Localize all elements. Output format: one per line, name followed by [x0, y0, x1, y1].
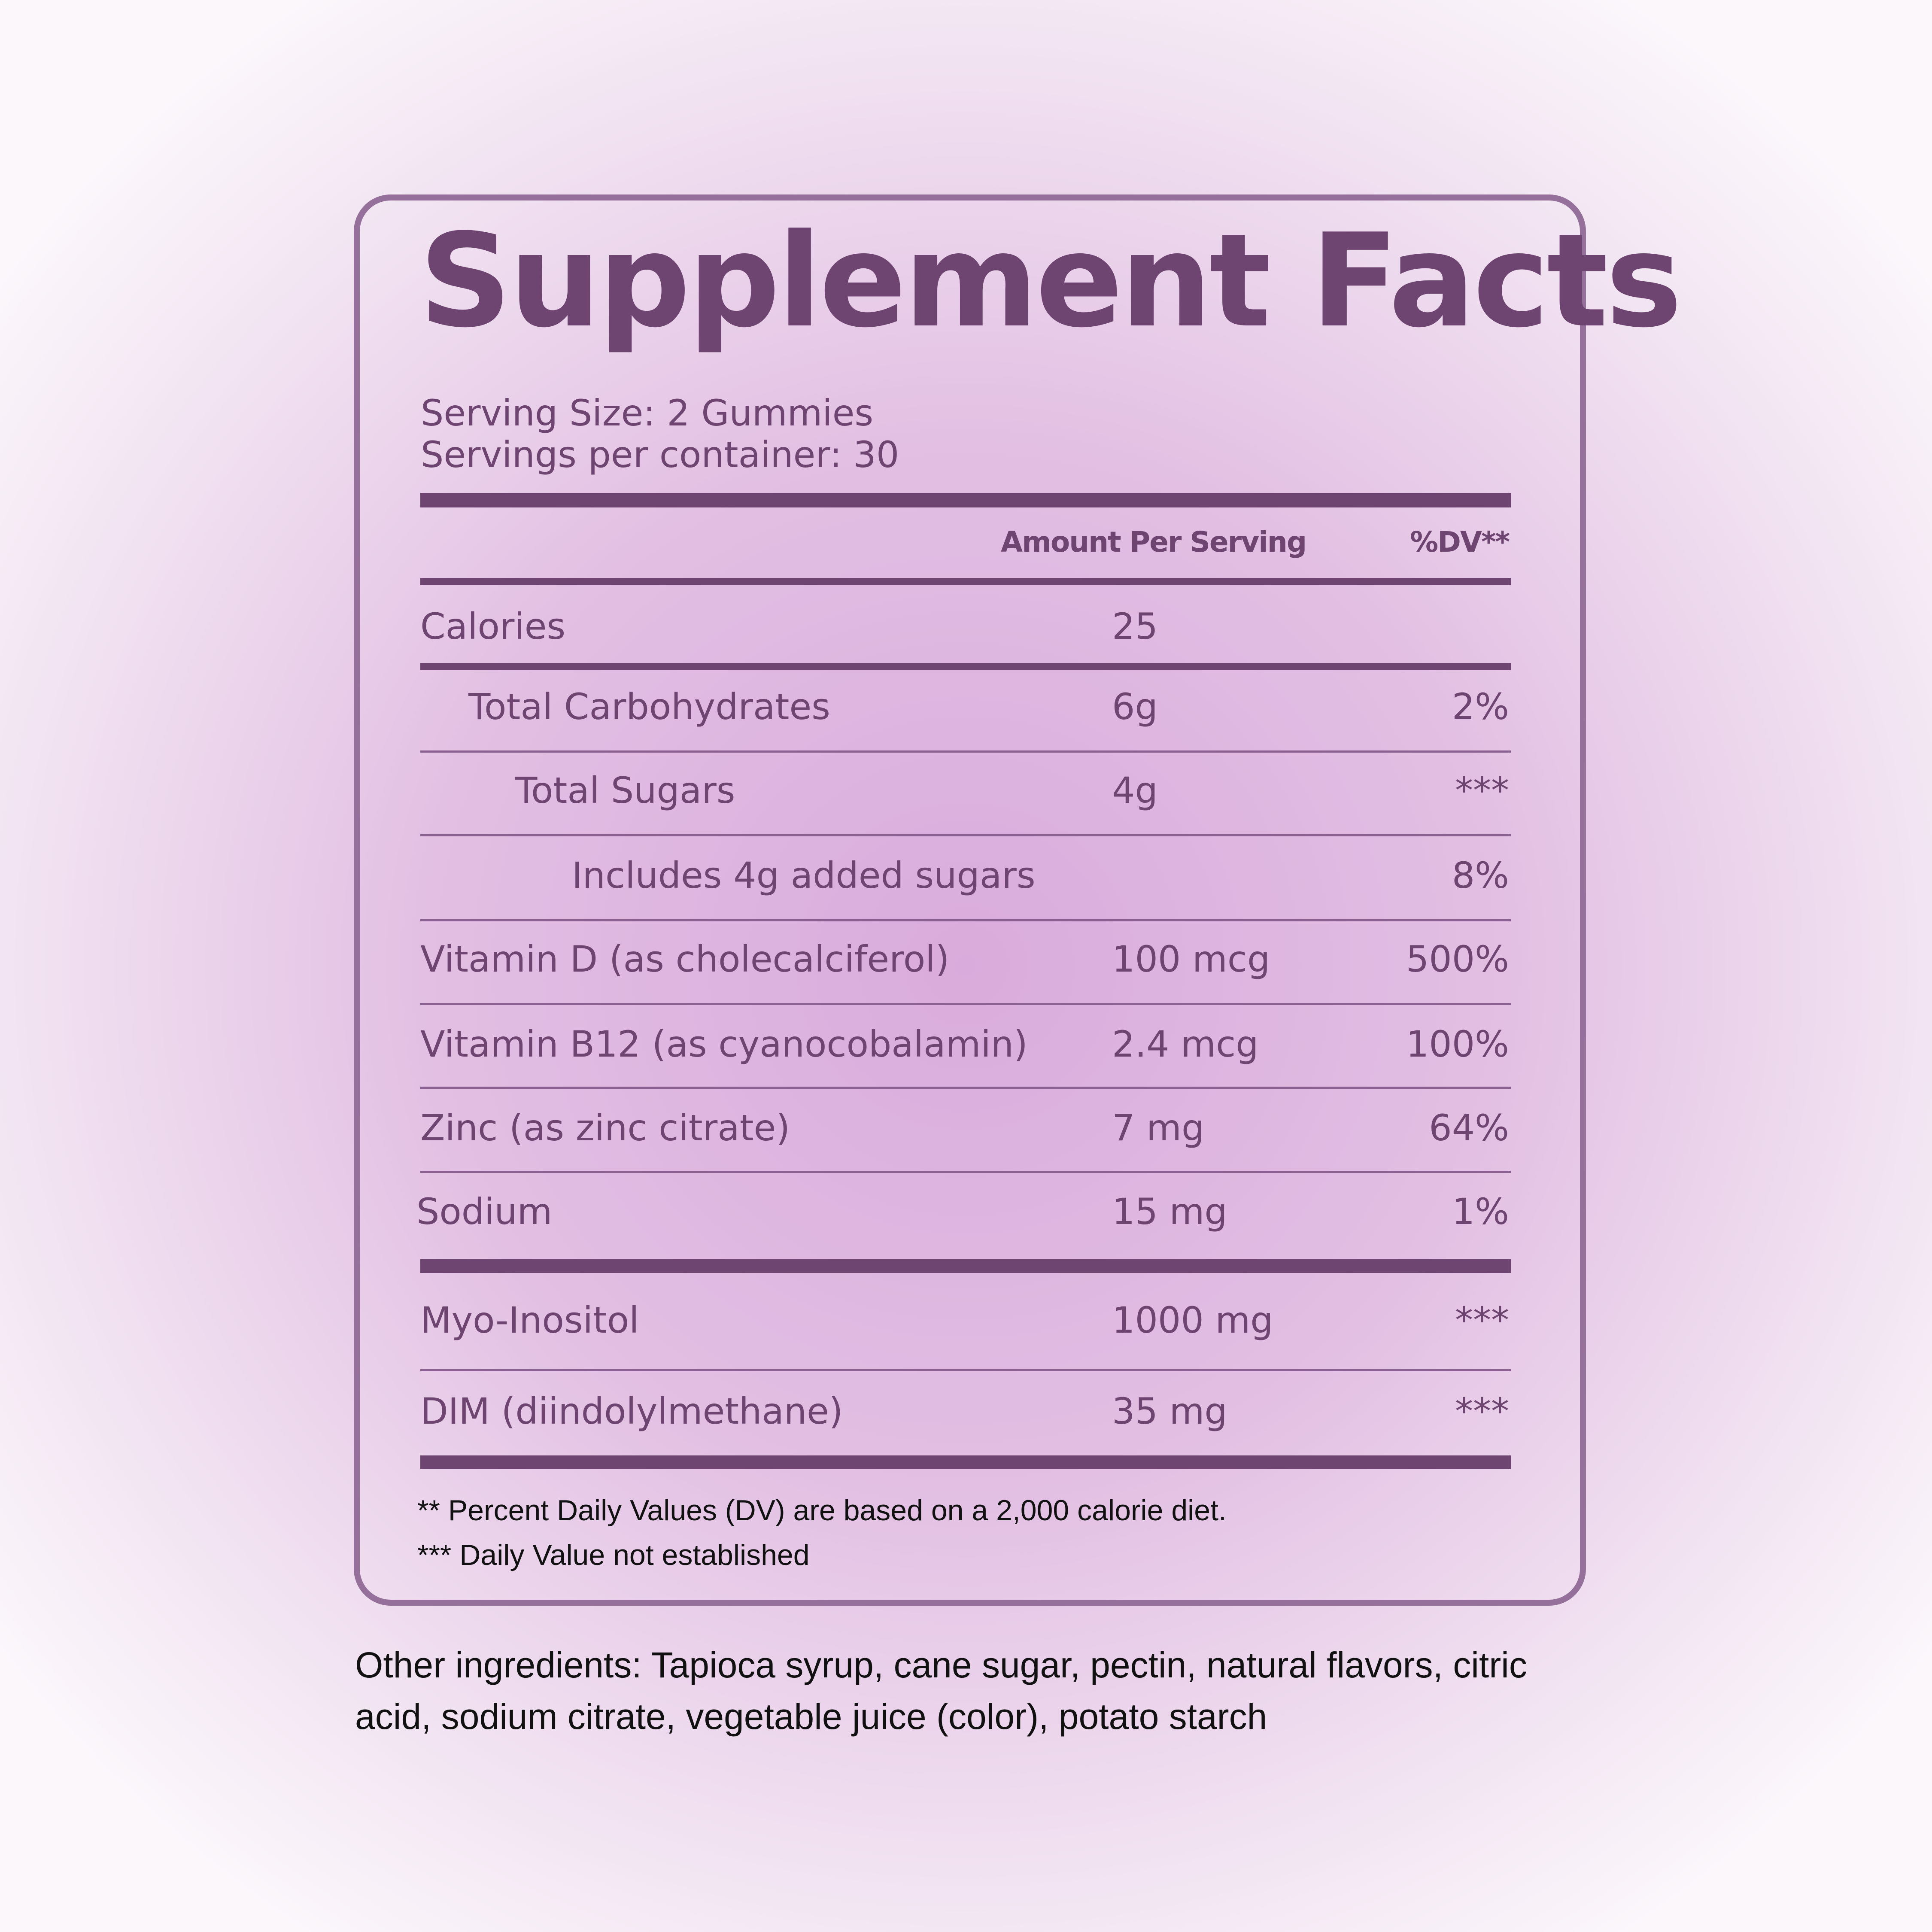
footnote-not-established: *** Daily Value not established	[417, 1539, 810, 1571]
row-nutrient-name: Includes 4g added sugars	[572, 854, 1036, 896]
row-daily-value: ***	[1455, 1299, 1509, 1341]
row-amount: 2.4 mcg	[1112, 1023, 1259, 1065]
thick-divider	[420, 493, 1511, 507]
row-nutrient-name: Zinc (as zinc citrate)	[420, 1107, 790, 1149]
other-ingredients: Other ingredients: Tapioca syrup, cane s…	[355, 1645, 1527, 1737]
servings-per-container: Servings per container: 30	[421, 434, 899, 476]
row-divider	[420, 1171, 1511, 1173]
row-daily-value: ***	[1455, 769, 1509, 811]
footnote-dv: ** Percent Daily Values (DV) are based o…	[417, 1494, 1227, 1527]
row-daily-value: 64%	[1429, 1107, 1509, 1149]
row-nutrient-name: Total Sugars	[515, 769, 735, 811]
row-daily-value: ***	[1455, 1390, 1509, 1432]
row-divider	[420, 919, 1511, 921]
row-amount: 6g	[1112, 686, 1158, 728]
row-daily-value: 100%	[1406, 1023, 1509, 1065]
row-nutrient-name: Calories	[420, 605, 566, 647]
row-amount: 100 mcg	[1112, 938, 1270, 980]
row-amount: 35 mg	[1112, 1390, 1227, 1432]
row-daily-value: 8%	[1452, 854, 1509, 896]
row-amount: 4g	[1112, 769, 1158, 811]
row-daily-value: 500%	[1406, 938, 1509, 980]
thick-divider	[420, 1259, 1511, 1273]
thick-divider	[420, 1455, 1511, 1469]
supplement-facts-panel	[354, 194, 1586, 1606]
row-divider	[420, 1369, 1511, 1371]
row-amount: 15 mg	[1112, 1191, 1227, 1233]
calories-divider	[420, 663, 1511, 670]
header-divider	[420, 578, 1511, 585]
row-nutrient-name: DIM (diindolylmethane)	[420, 1390, 843, 1432]
row-nutrient-name: Vitamin B12 (as cyanocobalamin)	[420, 1023, 1028, 1065]
row-daily-value: 1%	[1452, 1191, 1509, 1233]
serving-size: Serving Size: 2 Gummies	[421, 392, 874, 434]
row-amount: 1000 mg	[1112, 1299, 1273, 1341]
row-daily-value: 2%	[1452, 686, 1509, 728]
row-divider	[420, 1087, 1511, 1089]
header-dv: %DV**	[1410, 526, 1510, 559]
row-divider	[420, 1003, 1511, 1005]
row-nutrient-name: Vitamin D (as cholecalciferol)	[420, 938, 950, 980]
row-amount: 7 mg	[1112, 1107, 1205, 1149]
row-divider	[420, 834, 1511, 836]
header-amount: Amount Per Serving	[1001, 526, 1307, 559]
row-nutrient-name: Sodium	[416, 1191, 553, 1233]
row-nutrient-name: Total Carbohydrates	[468, 686, 830, 728]
row-nutrient-name: Myo-Inositol	[420, 1299, 639, 1341]
panel-title: Supplement Facts	[419, 206, 1683, 356]
row-amount: 25	[1112, 605, 1158, 647]
row-divider	[420, 750, 1511, 753]
